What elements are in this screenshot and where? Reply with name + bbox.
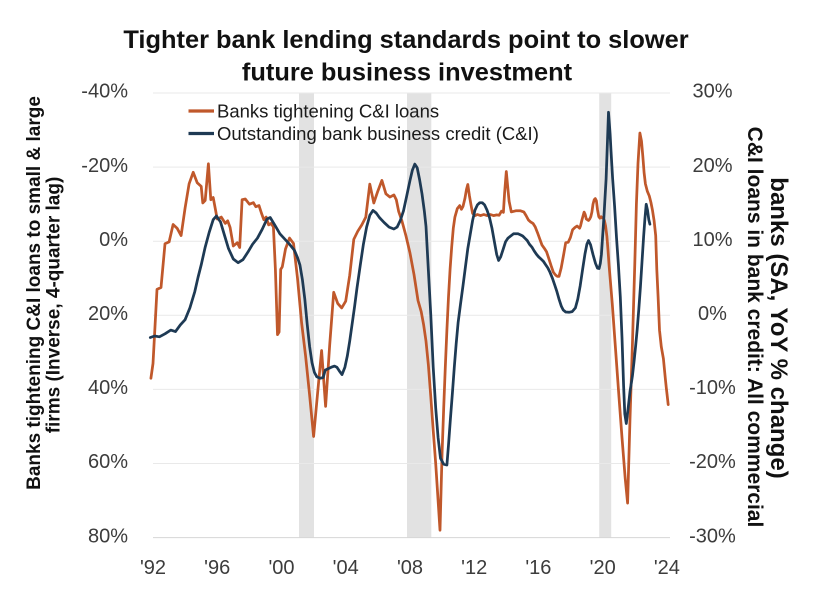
svg-text:C&I loans in bank credit: All: C&I loans in bank credit: All commercial bbox=[743, 127, 766, 528]
svg-text:-30%: -30% bbox=[689, 525, 736, 547]
svg-text:0%: 0% bbox=[99, 229, 128, 251]
svg-text:20%: 20% bbox=[692, 155, 732, 177]
svg-text:'08: '08 bbox=[397, 557, 423, 579]
svg-text:'12: '12 bbox=[461, 557, 487, 579]
svg-text:Banks tightening C&I loans to: Banks tightening C&I loans to small & la… bbox=[24, 96, 45, 490]
svg-text:firms (Inverse, 4-quarter lag): firms (Inverse, 4-quarter lag) bbox=[44, 177, 65, 434]
svg-text:banks (SA, YoY % change): banks (SA, YoY % change) bbox=[765, 177, 792, 478]
svg-text:'92: '92 bbox=[140, 557, 166, 579]
svg-text:-20%: -20% bbox=[689, 451, 736, 473]
svg-text:80%: 80% bbox=[88, 525, 128, 547]
svg-text:Outstanding bank business cred: Outstanding bank business credit (C&I) bbox=[217, 123, 539, 144]
svg-text:20%: 20% bbox=[88, 303, 128, 325]
svg-text:-40%: -40% bbox=[81, 81, 128, 103]
svg-text:Banks tightening C&I loans: Banks tightening C&I loans bbox=[217, 101, 439, 122]
svg-text:40%: 40% bbox=[88, 377, 128, 399]
svg-text:10%: 10% bbox=[692, 229, 732, 251]
svg-text:60%: 60% bbox=[88, 451, 128, 473]
svg-text:'24: '24 bbox=[654, 557, 680, 579]
svg-text:'00: '00 bbox=[268, 557, 294, 579]
svg-text:-20%: -20% bbox=[81, 155, 128, 177]
svg-text:Tighter bank lending standards: Tighter bank lending standards point to … bbox=[123, 26, 688, 54]
svg-text:'04: '04 bbox=[333, 557, 359, 579]
svg-text:'20: '20 bbox=[590, 557, 616, 579]
svg-text:'96: '96 bbox=[204, 557, 230, 579]
svg-text:-10%: -10% bbox=[689, 377, 736, 399]
svg-text:0%: 0% bbox=[698, 303, 727, 325]
svg-text:future business investment: future business investment bbox=[242, 59, 573, 87]
svg-text:30%: 30% bbox=[692, 81, 732, 103]
svg-text:'16: '16 bbox=[525, 557, 551, 579]
